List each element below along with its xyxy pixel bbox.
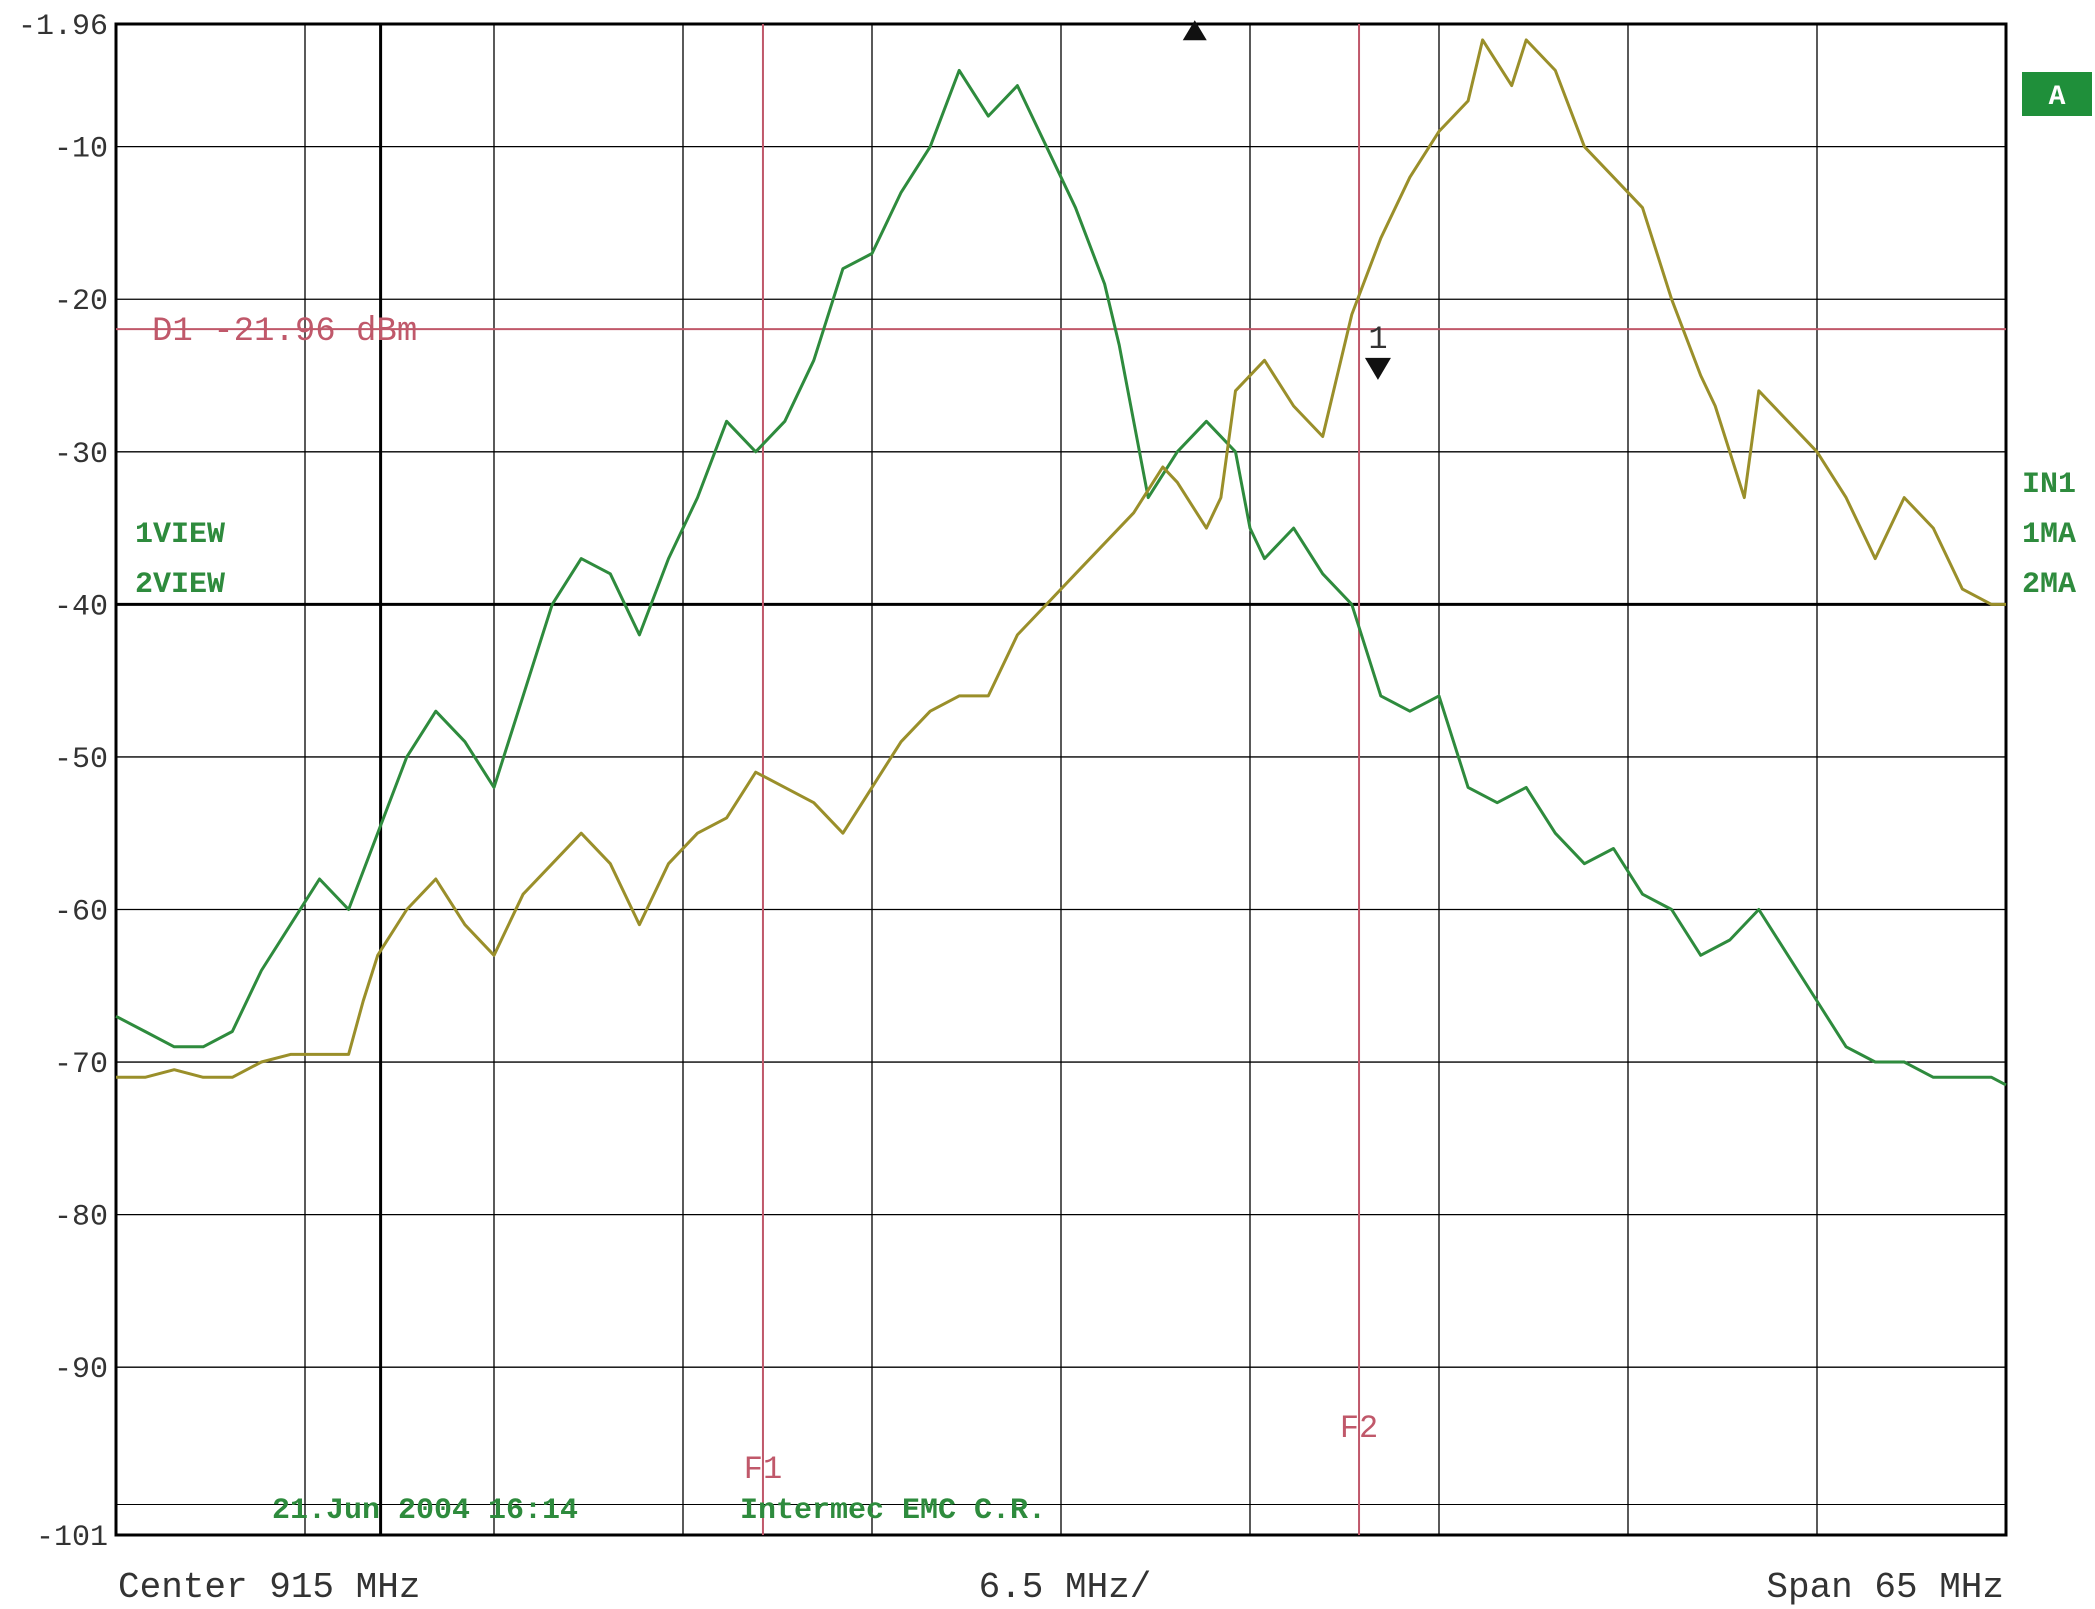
right-status-label: 2MA — [2022, 568, 2076, 602]
span-label: Span 65 MHz — [1766, 1567, 2004, 1608]
y-tick-label: -1.96 — [18, 10, 108, 44]
frequency-label-f1: F1 — [744, 1451, 782, 1488]
y-tick-label: -10 — [54, 133, 108, 167]
marker-1 — [1364, 357, 1391, 380]
trace-view-label: 2VIEW — [135, 568, 225, 602]
traces — [115, 38, 2007, 1087]
center-frequency-label: Center 915 MHz — [118, 1567, 420, 1608]
screen-badge-label: A — [2049, 82, 2066, 113]
y-tick-label: -90 — [54, 1353, 108, 1387]
trace-1-line — [115, 68, 2007, 1087]
y-tick-label: -60 — [54, 895, 108, 929]
labels: -1.96 -10 -20 -30 -40 -50 -60 -70 -80 -90 -101 F1 F2… — [18, 10, 2092, 1608]
y-tick-label: -20 — [54, 285, 108, 319]
right-status-label: IN1 — [2022, 468, 2076, 502]
y-tick-label: -50 — [54, 743, 108, 777]
trace-2-line — [116, 38, 2006, 1079]
right-status-label: 1MA — [2022, 518, 2076, 552]
scale-label: 6.5 MHz/ — [979, 1567, 1152, 1608]
frequency-label-f2: F2 — [1340, 1410, 1378, 1447]
y-tick-label: -30 — [54, 438, 108, 472]
marker-1-label: 1 — [1368, 321, 1387, 358]
annotation-date: 21.Jun 2004 16:14 — [272, 1494, 578, 1528]
reference-lines — [116, 24, 2006, 1535]
y-tick-label: -101 — [36, 1521, 108, 1555]
y-tick-label: -80 — [54, 1201, 108, 1235]
markers — [1182, 20, 1391, 380]
y-tick-label: -70 — [54, 1048, 108, 1082]
peak-marker — [1182, 20, 1207, 41]
trace-view-label: 1VIEW — [135, 518, 225, 552]
annotation-lab: Intermec EMC C.R. — [740, 1494, 1046, 1528]
y-tick-label: -40 — [54, 590, 108, 624]
display-line-label: D1 -21.96 dBm — [152, 313, 417, 351]
screen-badge — [2022, 72, 2092, 116]
